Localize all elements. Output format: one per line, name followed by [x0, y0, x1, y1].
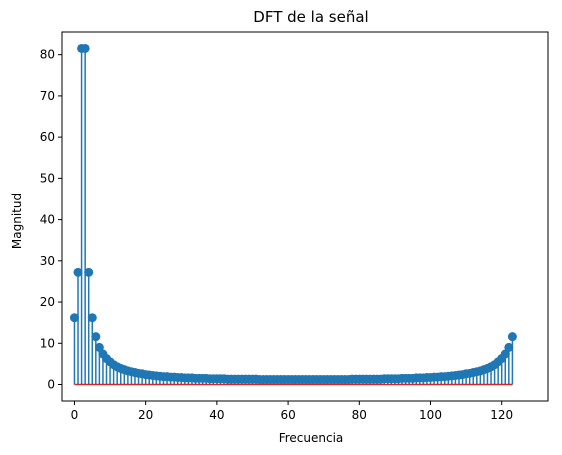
x-tick-label: 80: [352, 408, 367, 422]
x-tick-label: 40: [209, 408, 224, 422]
stem-marker: [507, 332, 517, 342]
axes-frame: [61, 31, 549, 402]
stem-markers: [69, 43, 517, 385]
chart-title: DFT de la señal: [253, 8, 368, 26]
y-tick-label: 80: [40, 48, 55, 62]
x-tick-label: 60: [280, 408, 295, 422]
y-tick-label: 70: [40, 89, 55, 103]
stem-marker: [91, 332, 101, 342]
stem-marker: [504, 342, 514, 352]
y-tick-label: 10: [40, 336, 55, 350]
plot-area: [69, 43, 517, 386]
y-tick-label: 20: [40, 295, 55, 309]
x-tick-label: 20: [138, 408, 153, 422]
stem-marker: [87, 313, 97, 323]
y-tick-label: 60: [40, 130, 55, 144]
stem-marker: [73, 267, 83, 277]
y-axis-label: Magnitud: [10, 193, 24, 249]
y-tick-label: 30: [40, 254, 55, 268]
stem-marker: [80, 43, 90, 53]
y-axis-ticks: 0 10 20 30 40 50 60 70 80: [40, 48, 62, 392]
stem-marker: [500, 349, 510, 359]
y-tick-label: 0: [47, 378, 55, 392]
stem-marker: [84, 267, 94, 277]
x-axis-ticks: 0 20 40 60 80 100 120: [71, 401, 513, 422]
stem-marker: [69, 313, 79, 323]
x-axis-label: Frecuencia: [279, 431, 344, 445]
y-tick-label: 50: [40, 171, 55, 185]
x-tick-label: 120: [490, 408, 513, 422]
stem-marker: [94, 342, 104, 352]
x-tick-label: 0: [71, 408, 79, 422]
y-tick-label: 40: [40, 213, 55, 227]
x-tick-label: 100: [419, 408, 442, 422]
stem-lines: [73, 48, 514, 385]
